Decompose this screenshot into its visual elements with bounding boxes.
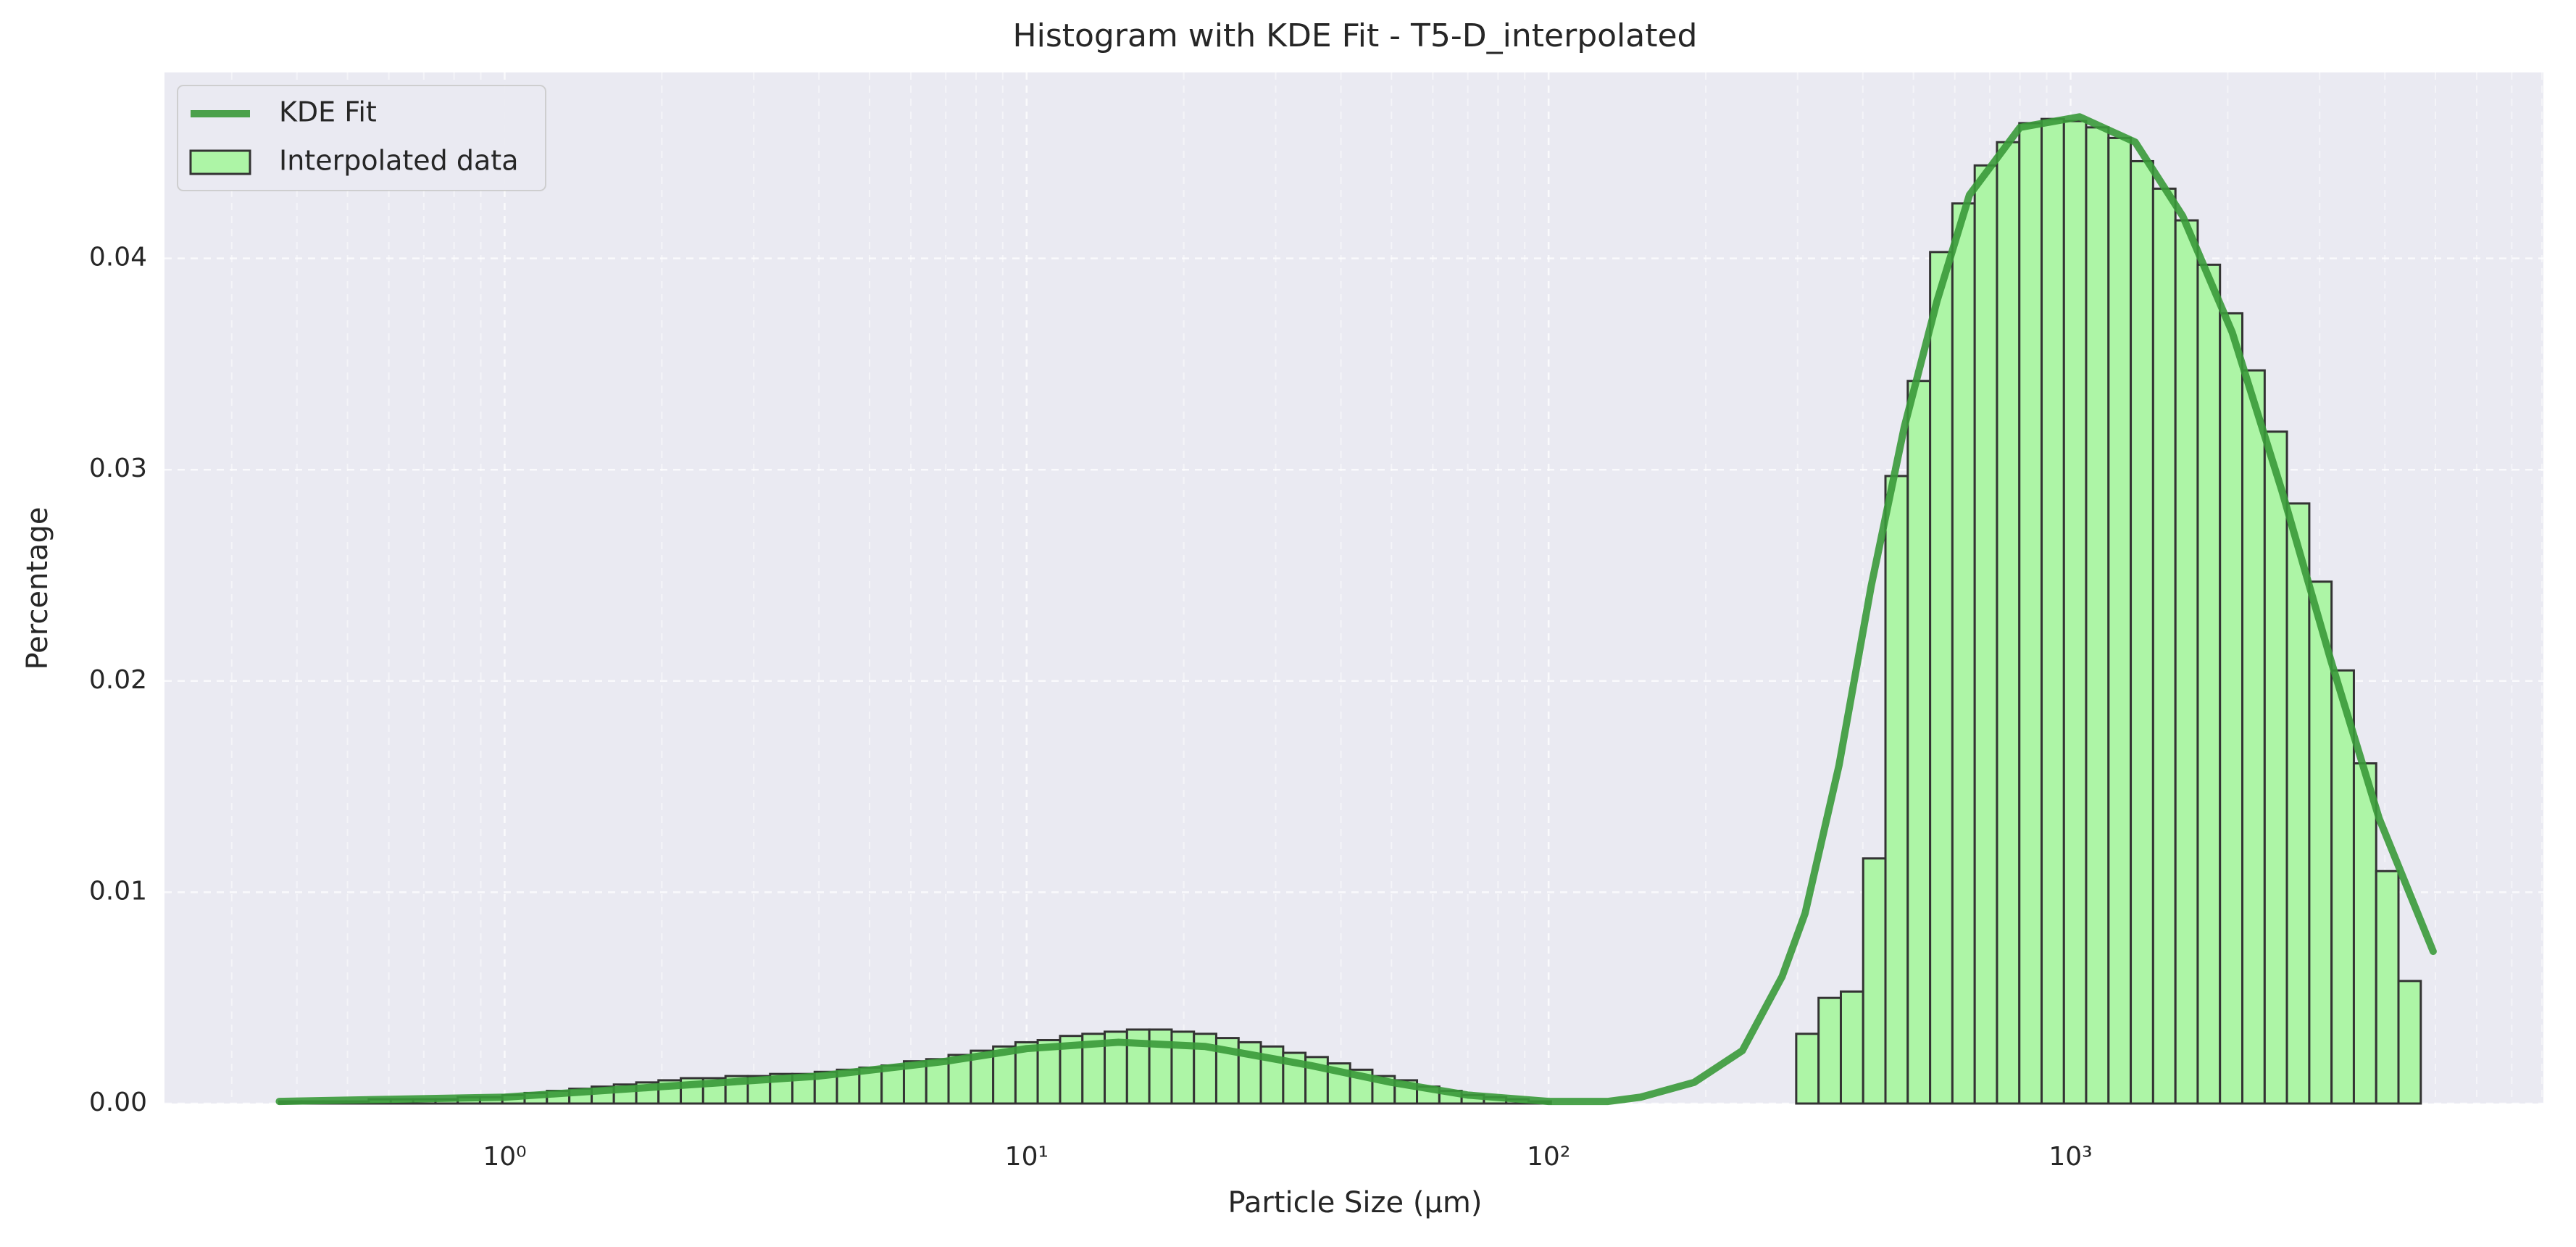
- bar: [2151, 187, 2177, 1105]
- x-tick-label: 10³: [2048, 1142, 2092, 1172]
- bar: [1884, 475, 1909, 1105]
- y-tick-label: 0.02: [89, 665, 147, 695]
- bar: [2219, 312, 2243, 1105]
- x-tick-label: 10⁰: [483, 1142, 526, 1172]
- bar: [1795, 1033, 1820, 1105]
- bar: [2375, 869, 2400, 1105]
- bar: [2062, 120, 2088, 1105]
- bar: [1906, 380, 1932, 1105]
- bar: [2241, 369, 2266, 1105]
- x-tick-label: 10²: [1527, 1142, 1570, 1172]
- bar: [1817, 996, 1842, 1105]
- bar: [2330, 669, 2355, 1105]
- bar: [1951, 202, 1976, 1105]
- kde-line: [275, 113, 2437, 1106]
- bar: [2308, 580, 2333, 1105]
- bar: [2130, 159, 2154, 1105]
- bar: [1839, 990, 1864, 1105]
- y-tick-label: 0.01: [89, 876, 147, 906]
- x-tick-label: 10¹: [1005, 1142, 1049, 1172]
- bar: [2196, 263, 2222, 1105]
- bar: [2174, 219, 2199, 1105]
- y-tick-label: 0.03: [89, 454, 147, 483]
- bar: [1996, 141, 2021, 1105]
- x-axis-label: Particle Size (μm): [1228, 1186, 1483, 1219]
- bar: [2041, 117, 2065, 1105]
- y-tick-label: 0.04: [89, 243, 147, 272]
- bar: [2018, 122, 2043, 1105]
- legend-box: [177, 85, 546, 191]
- bar: [1973, 164, 1998, 1105]
- bar: [2352, 762, 2377, 1105]
- legend-label: KDE Fit: [279, 96, 377, 128]
- legend-label: Interpolated data: [279, 145, 518, 177]
- y-axis-label: Percentage: [21, 506, 54, 670]
- y-tick-label: 0.00: [89, 1088, 147, 1117]
- bar: [2263, 430, 2288, 1105]
- bar: [1862, 857, 1887, 1105]
- bar: [2397, 980, 2422, 1105]
- bar: [1929, 251, 1954, 1105]
- bar: [2107, 136, 2133, 1105]
- legend-patch: [189, 149, 251, 175]
- bar: [2285, 502, 2311, 1105]
- chart-title: Histogram with KDE Fit - T5-D_interpolat…: [1013, 17, 1698, 54]
- bar: [2085, 126, 2110, 1105]
